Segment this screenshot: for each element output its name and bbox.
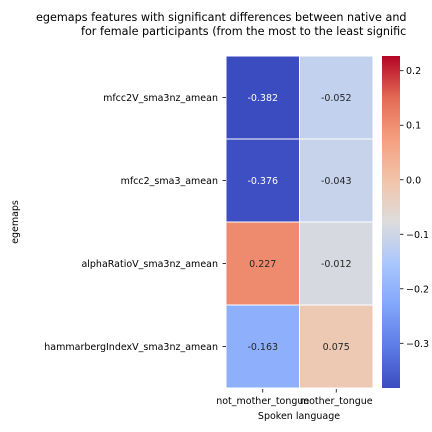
x-axis-label: Spoken language bbox=[258, 411, 340, 422]
cell-value-label: -0.043 bbox=[321, 176, 352, 187]
heatmap-cell bbox=[225, 304, 300, 389]
heatmap-cell bbox=[225, 221, 300, 306]
y-axis-label: egemaps bbox=[10, 200, 21, 244]
colorbar-ticks: −0.3 −0.2 −0.1 0.0 0.1 0.2 bbox=[400, 66, 429, 350]
chart-title-line-1: egemaps features with significant differ… bbox=[36, 11, 407, 24]
cell-value-label: -0.376 bbox=[247, 176, 278, 187]
colorbar-tick-label: 0.2 bbox=[406, 66, 421, 77]
cell-value-label: -0.052 bbox=[321, 93, 352, 104]
cell-value-label: -0.382 bbox=[247, 93, 278, 104]
cell-value-label: 0.227 bbox=[249, 259, 276, 270]
heatmap-cell bbox=[299, 138, 374, 223]
colorbar-tick-label: −0.3 bbox=[406, 339, 429, 350]
colorbar-tick-label: −0.2 bbox=[406, 284, 429, 295]
heatmap-cell bbox=[299, 55, 374, 140]
heatmap-cells: -0.382 -0.052 -0.376 -0.043 0.227 -0.012 -0.16… bbox=[225, 55, 374, 389]
column-label: not_mother_tongue bbox=[216, 396, 309, 407]
heatmap-cell bbox=[299, 221, 374, 306]
row-label: alphaRatioV_sma3nz_amean bbox=[81, 259, 218, 270]
row-labels: mfcc2V_sma3nz_amean mfcc2_sma3_ameanalpha… bbox=[44, 93, 226, 353]
cell-value-label: 0.075 bbox=[323, 342, 350, 353]
cell-value-label: -0.163 bbox=[247, 342, 278, 353]
row-label: hammarbergIndexV_sma3nz_amean bbox=[44, 342, 218, 353]
heatmap-cell bbox=[299, 304, 374, 389]
column-label: mother_tongue bbox=[300, 396, 373, 407]
row-label: mfcc2V_sma3nz_amean bbox=[103, 93, 218, 104]
colorbar-tick-label: −0.1 bbox=[406, 230, 429, 241]
heatmap-cell bbox=[225, 138, 300, 223]
chart-title-line-2: for female participants (from the most t… bbox=[81, 25, 407, 38]
heatmap-cell bbox=[225, 55, 300, 140]
row-label: mfcc2_sma3_amean bbox=[121, 176, 218, 187]
colorbar-tick-label: 0.0 bbox=[406, 175, 421, 186]
cell-value-label: -0.012 bbox=[321, 259, 352, 270]
colorbar-tick-label: 0.1 bbox=[406, 121, 421, 132]
colorbar bbox=[382, 56, 400, 388]
